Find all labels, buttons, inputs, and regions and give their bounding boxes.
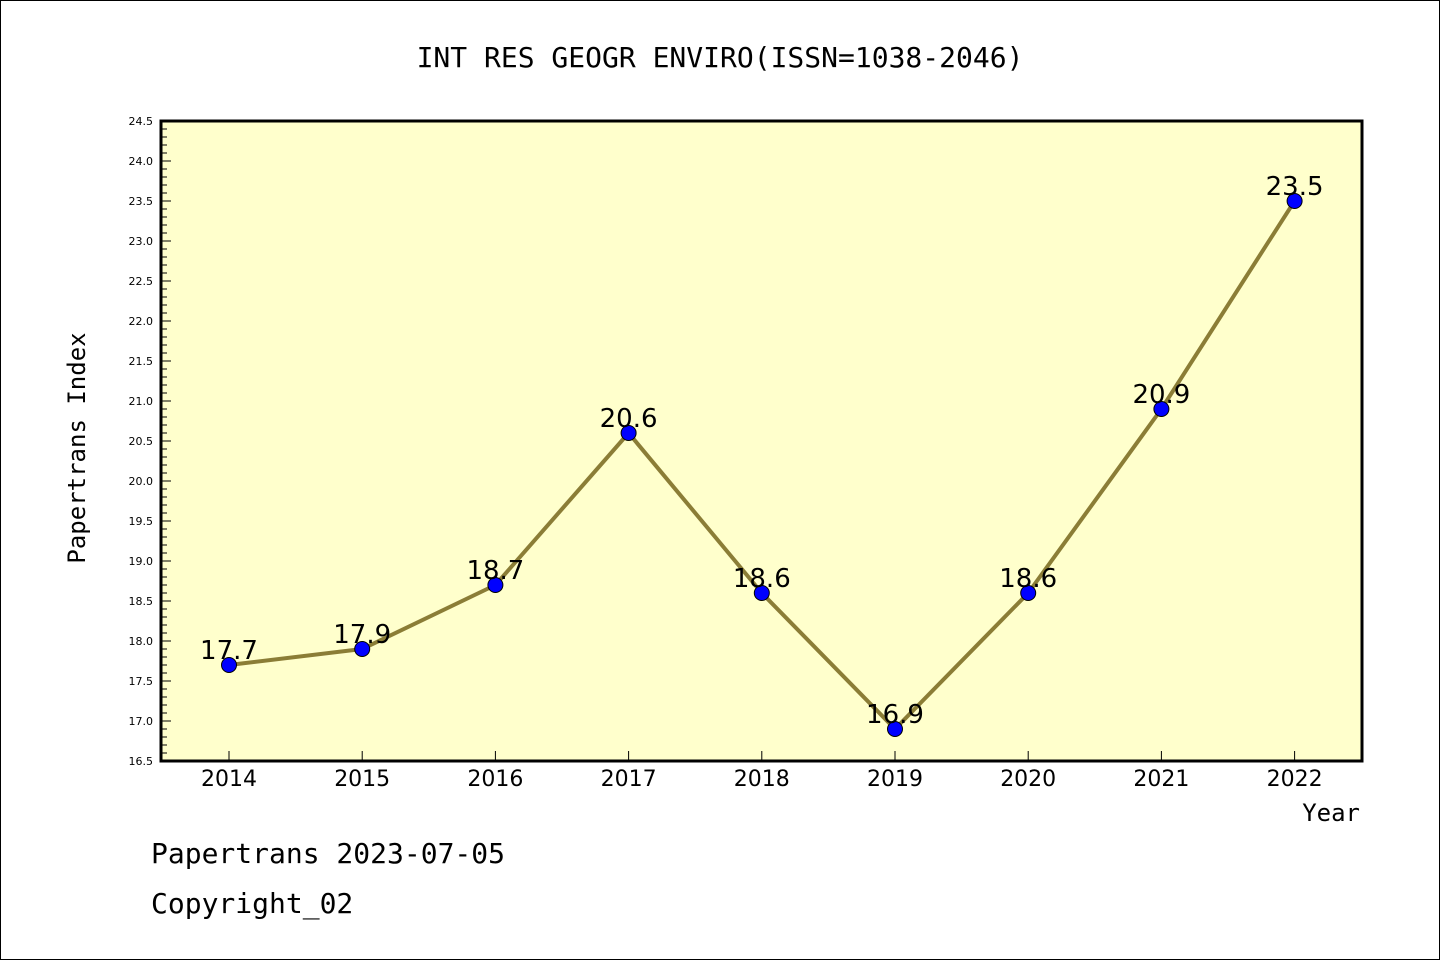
y-tick-label: 18.5 — [129, 595, 154, 608]
data-labels: 17.7 17.9 18.7 20.6 18.6 16.9 18.6 20.9 23.5 — [200, 172, 1323, 730]
y-tick-label: 21.0 — [129, 395, 154, 408]
plot-area — [159, 119, 1364, 763]
y-tick-label: 20.0 — [129, 475, 154, 488]
data-label: 17.7 — [200, 636, 258, 666]
data-label: 20.9 — [1132, 380, 1190, 410]
x-tick-label: 2015 — [334, 767, 390, 792]
footer-date-text: Papertrans 2023-07-05 — [151, 837, 506, 870]
x-tick-label: 2018 — [734, 767, 790, 792]
data-point — [620, 425, 637, 441]
x-tick-label: 2016 — [467, 767, 523, 792]
y-tick-label: 22.0 — [129, 315, 154, 328]
data-point — [221, 657, 237, 673]
data-label: 23.5 — [1266, 172, 1324, 202]
y-tick-label: 20.5 — [129, 435, 154, 448]
chart-title: INT RES GEOGR ENVIRO(ISSN=1038-2046) — [417, 41, 1024, 74]
footer-copyright-text: Copyright_02 — [151, 887, 354, 920]
y-tick-label: 24.5 — [129, 115, 154, 128]
y-tick-label: 22.5 — [129, 275, 154, 288]
y-tick-label: 24.0 — [129, 155, 154, 168]
y-axis: 16.5 17.0 17.5 18.0 18.5 19.0 19.5 20.0 20.5 21.0… — [129, 115, 171, 768]
data-point — [1020, 585, 1037, 601]
y-tick-label: 21.5 — [129, 355, 154, 368]
y-tick-label: 19.0 — [129, 555, 154, 568]
series-markers — [221, 193, 1303, 737]
data-label: 20.6 — [600, 404, 658, 434]
data-point — [1153, 401, 1170, 417]
x-tick-label: 2020 — [1000, 767, 1056, 792]
data-point — [1286, 193, 1303, 209]
x-tick-label: 2014 — [201, 767, 257, 792]
x-tick-label: 2021 — [1133, 767, 1189, 792]
x-axis: 2014 2015 2016 2017 2018 2019 2020 2021 2022 — [201, 751, 1323, 792]
data-label: 18.7 — [466, 556, 524, 586]
data-label: 18.6 — [999, 564, 1057, 594]
y-tick-label: 16.5 — [129, 755, 154, 768]
data-point — [354, 641, 371, 657]
y-axis-label: Papertrans Index — [63, 332, 91, 563]
data-point — [487, 577, 504, 593]
y-tick-label: 17.5 — [129, 675, 154, 688]
data-label: 16.9 — [866, 700, 924, 730]
y-tick-label: 18.0 — [129, 635, 154, 648]
y-tick-label: 23.0 — [129, 235, 154, 248]
data-label: 18.6 — [733, 564, 791, 594]
x-tick-label: 2019 — [867, 767, 923, 792]
y-tick-label: 23.5 — [129, 195, 154, 208]
data-point — [753, 585, 770, 601]
y-tick-label: 17.0 — [129, 715, 154, 728]
x-tick-label: 2022 — [1267, 767, 1323, 792]
x-tick-label: 2017 — [601, 767, 657, 792]
data-label: 17.9 — [333, 620, 391, 650]
x-axis-label: Year — [1302, 799, 1360, 827]
data-point — [887, 721, 903, 737]
y-tick-label: 19.5 — [129, 515, 154, 528]
